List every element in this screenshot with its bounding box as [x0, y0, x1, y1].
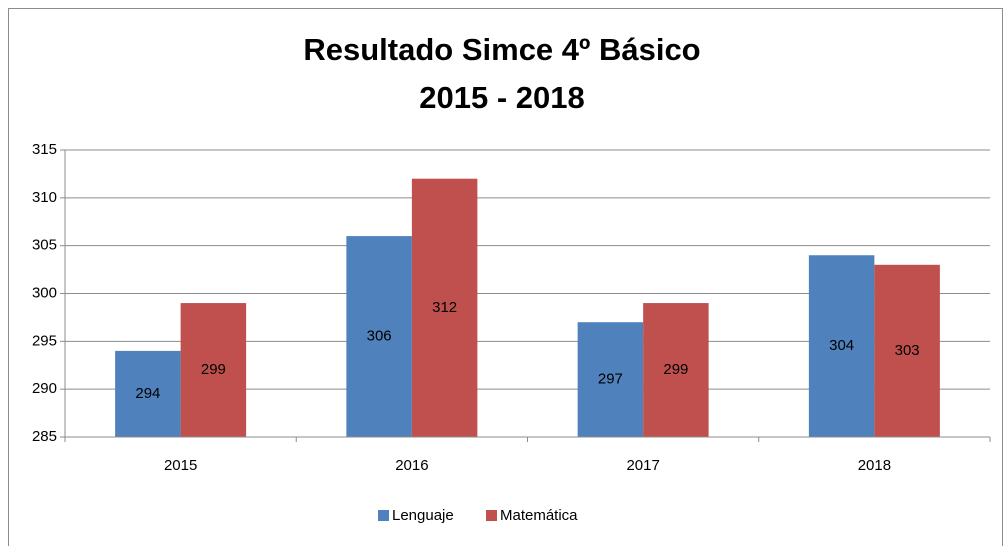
data-label: 299: [663, 361, 688, 378]
data-label: 294: [135, 385, 160, 402]
y-tick-label: 295: [32, 332, 57, 349]
bar: [115, 350, 181, 437]
chart-title: 2015 - 2018: [419, 80, 584, 115]
y-tick-label: 285: [32, 428, 57, 445]
bar: [643, 303, 709, 437]
x-tick-label: 2018: [858, 457, 891, 474]
legend-swatch: [486, 510, 497, 521]
y-tick-label: 290: [32, 380, 57, 397]
data-label: 303: [895, 342, 920, 359]
legend-label: Lenguaje: [392, 507, 454, 524]
x-tick-label: 2015: [164, 457, 197, 474]
legend-swatch: [378, 510, 389, 521]
y-tick-label: 305: [32, 237, 57, 254]
bar: [180, 303, 247, 437]
y-tick-label: 315: [32, 141, 57, 158]
data-label: 297: [598, 371, 623, 388]
x-tick-label: 2016: [395, 457, 428, 474]
legend-label: Matemática: [500, 507, 578, 524]
bar: [577, 322, 644, 437]
data-label: 299: [201, 361, 226, 378]
bar: [874, 264, 940, 437]
y-tick-label: 300: [32, 284, 57, 301]
data-label: 304: [829, 337, 854, 354]
bar: [808, 255, 875, 437]
data-label: 306: [367, 328, 392, 345]
chart-title: Resultado Simce 4º Básico: [303, 32, 700, 67]
y-tick-label: 310: [32, 189, 57, 206]
x-tick-label: 2017: [626, 457, 659, 474]
bar: [346, 236, 412, 437]
data-label: 312: [432, 299, 457, 316]
bar: [411, 178, 478, 437]
